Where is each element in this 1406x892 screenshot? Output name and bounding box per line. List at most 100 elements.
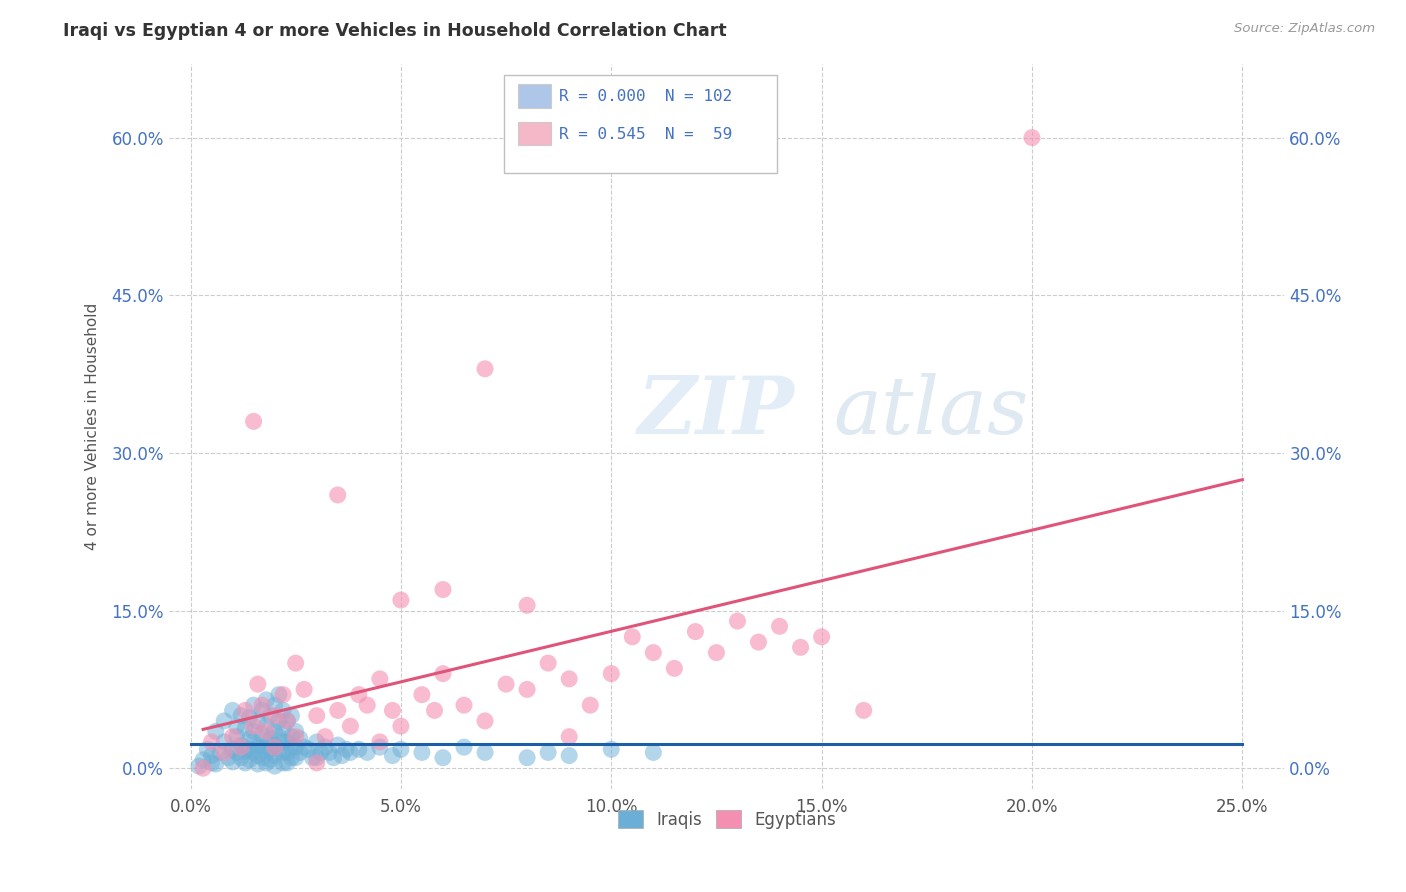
Point xyxy=(381,703,404,717)
Point xyxy=(305,708,328,723)
Point xyxy=(516,750,538,764)
Point xyxy=(221,730,243,744)
Text: R = 0.545  N =  59: R = 0.545 N = 59 xyxy=(558,127,733,142)
Point xyxy=(246,740,269,755)
Point xyxy=(229,708,252,723)
Point xyxy=(284,740,307,755)
Point xyxy=(271,746,294,760)
Point xyxy=(238,711,260,725)
Point xyxy=(326,738,349,752)
Point xyxy=(271,756,294,770)
Point xyxy=(284,750,307,764)
Point xyxy=(368,672,391,686)
Point xyxy=(558,730,581,744)
Text: atlas: atlas xyxy=(832,374,1028,450)
Point xyxy=(621,630,644,644)
Point xyxy=(347,688,370,702)
Point xyxy=(339,746,361,760)
Point xyxy=(242,724,264,739)
Point xyxy=(326,488,349,502)
Point xyxy=(1021,130,1043,145)
Point xyxy=(305,735,328,749)
Point xyxy=(768,619,790,633)
Point xyxy=(233,721,256,735)
Point xyxy=(284,724,307,739)
Point xyxy=(356,698,378,713)
Legend: Iraqis, Egyptians: Iraqis, Egyptians xyxy=(612,804,842,835)
Point xyxy=(314,740,336,755)
Y-axis label: 4 or more Vehicles in Household: 4 or more Vehicles in Household xyxy=(86,303,100,550)
Point xyxy=(225,719,247,733)
Point xyxy=(368,735,391,749)
Point xyxy=(200,756,222,770)
Point xyxy=(600,666,623,681)
Point xyxy=(810,630,832,644)
Point xyxy=(259,731,281,746)
Point xyxy=(432,666,454,681)
Point xyxy=(254,719,277,733)
Point xyxy=(389,593,412,607)
Point xyxy=(254,724,277,739)
Point xyxy=(600,742,623,756)
Point xyxy=(259,742,281,756)
Point xyxy=(318,746,340,760)
Point xyxy=(747,635,769,649)
Point xyxy=(246,677,269,691)
Point xyxy=(229,738,252,752)
Point xyxy=(664,661,686,675)
Point xyxy=(238,731,260,746)
Point xyxy=(217,750,239,764)
Point xyxy=(212,746,235,760)
FancyBboxPatch shape xyxy=(519,122,551,145)
Point xyxy=(191,761,214,775)
Point xyxy=(221,703,243,717)
Point xyxy=(233,756,256,770)
FancyBboxPatch shape xyxy=(519,85,551,108)
Point xyxy=(271,721,294,735)
Point xyxy=(284,730,307,744)
Point xyxy=(852,703,875,717)
Point xyxy=(335,742,357,756)
Point xyxy=(685,624,707,639)
Point xyxy=(423,703,446,717)
Point xyxy=(254,693,277,707)
Point xyxy=(195,742,218,756)
Point xyxy=(250,728,273,742)
Point xyxy=(204,756,226,771)
Point xyxy=(280,740,302,755)
Text: R = 0.000  N = 102: R = 0.000 N = 102 xyxy=(558,89,733,104)
Point xyxy=(339,719,361,733)
Point xyxy=(288,746,311,760)
Point xyxy=(246,748,269,763)
Point xyxy=(254,746,277,760)
Point xyxy=(381,748,404,763)
Point xyxy=(516,682,538,697)
Point xyxy=(276,746,298,760)
Point xyxy=(267,688,290,702)
Point xyxy=(276,735,298,749)
Point xyxy=(389,719,412,733)
Point xyxy=(301,750,323,764)
Point xyxy=(259,708,281,723)
Point xyxy=(305,756,328,770)
Point xyxy=(727,614,749,628)
Point xyxy=(267,730,290,744)
Point xyxy=(411,746,433,760)
Point xyxy=(229,750,252,764)
Point xyxy=(292,682,315,697)
Point xyxy=(263,748,285,763)
Point xyxy=(187,759,209,773)
Point xyxy=(411,688,433,702)
Point xyxy=(558,748,581,763)
Text: Iraqi vs Egyptian 4 or more Vehicles in Household Correlation Chart: Iraqi vs Egyptian 4 or more Vehicles in … xyxy=(63,22,727,40)
Point xyxy=(280,708,302,723)
Point xyxy=(267,714,290,728)
Point xyxy=(263,708,285,723)
Point xyxy=(246,756,269,771)
Point xyxy=(225,730,247,744)
Point xyxy=(292,740,315,755)
Point xyxy=(288,731,311,746)
Point xyxy=(356,746,378,760)
Point xyxy=(250,698,273,713)
Point xyxy=(389,742,412,756)
